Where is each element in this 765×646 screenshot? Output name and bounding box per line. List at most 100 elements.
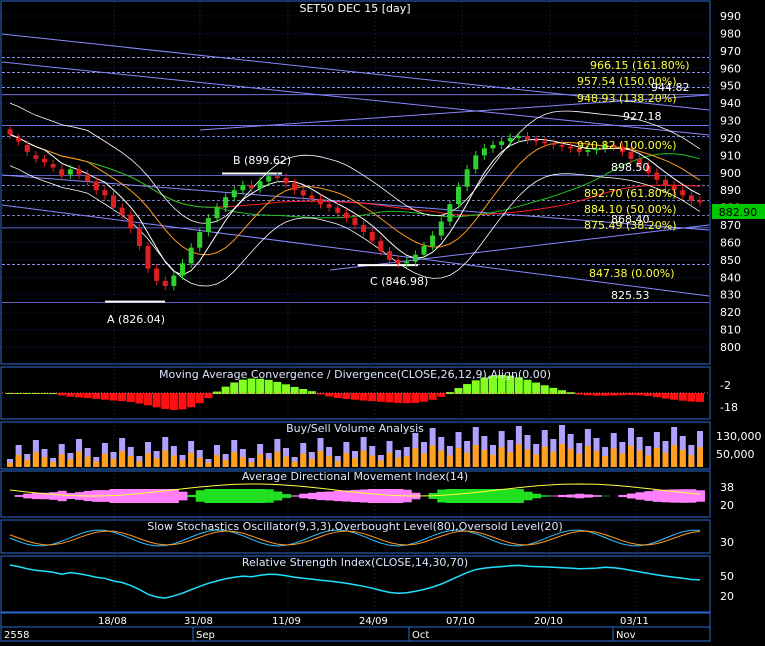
volume-bar-buy: [33, 452, 39, 467]
candle-body: [353, 218, 358, 225]
volume-bar-buy: [611, 448, 617, 467]
volume-bar-buy: [654, 448, 660, 467]
macd-bar: [636, 393, 644, 395]
volume-bar-buy: [421, 453, 427, 467]
volume-bar-buy: [645, 455, 651, 467]
adx-bar: [325, 492, 334, 501]
adx-bar: [437, 490, 446, 503]
candle-body: [542, 141, 547, 143]
y-tick-label: 980: [720, 27, 741, 40]
volume-bar-buy: [292, 462, 298, 468]
volume-bar-buy: [473, 445, 479, 467]
adx-bar: [627, 494, 636, 499]
volume-bar-buy: [456, 448, 462, 467]
volume-bar-buy: [507, 452, 513, 467]
candle-body: [128, 215, 133, 229]
candle-body: [42, 159, 47, 162]
fib-label-0: 847.38 (0.00%): [589, 267, 675, 280]
volume-bar-buy: [93, 462, 99, 468]
macd-bar: [532, 383, 540, 394]
level-label-927: 927.18: [623, 110, 662, 123]
y-tick-label: 870: [720, 219, 741, 232]
adx-bar: [368, 489, 377, 503]
x-tick-label: 20/10: [534, 616, 563, 627]
macd-bar: [187, 393, 195, 407]
adx-bar: [265, 489, 274, 503]
volume-bar-buy: [318, 451, 324, 467]
candle-body: [8, 129, 13, 134]
adx-bar: [170, 489, 179, 503]
macd-bar: [342, 393, 350, 399]
macd-bar: [429, 393, 437, 400]
volume-tick-1: 130,000: [716, 430, 762, 443]
volume-bar-buy: [188, 453, 194, 467]
macd-bar: [437, 393, 445, 397]
volume-bar-buy: [525, 449, 531, 467]
macd-bar: [351, 393, 359, 400]
candle-body: [654, 173, 659, 180]
level-label-898: 898.50: [611, 161, 650, 174]
volume-bar-buy: [369, 455, 375, 467]
x-tick-label: 31/08: [184, 616, 213, 627]
volume-bar-buy: [412, 448, 418, 467]
adx-bar: [584, 494, 593, 497]
volume-bar-buy: [697, 447, 703, 467]
candle-body: [206, 218, 211, 232]
macd-bar: [299, 389, 307, 394]
adx-bar: [179, 492, 188, 501]
macd-bar: [472, 380, 480, 394]
volume-bar-buy: [171, 455, 177, 467]
adx-bar: [446, 489, 455, 503]
candle-body: [482, 148, 487, 155]
adx-bar: [515, 489, 524, 503]
volume-bar-buy: [162, 451, 168, 468]
level-label-944: 944.82: [651, 81, 690, 94]
y-tick-label: 840: [720, 271, 741, 284]
level-label-825: 825.53: [611, 289, 650, 302]
volume-bar-buy: [50, 462, 56, 467]
adx-bar: [273, 492, 282, 501]
candle-body: [137, 229, 142, 246]
macd-bar: [644, 393, 652, 396]
adx-bar: [498, 489, 507, 503]
pivot-c-label: C (846.98): [370, 275, 428, 288]
volume-bar-buy: [404, 456, 410, 467]
volume-bar-buy: [300, 454, 306, 467]
adx-bar: [222, 489, 231, 503]
adx-bar: [687, 489, 696, 502]
y-tick-label: 910: [720, 149, 741, 162]
macd-bar: [118, 393, 126, 401]
candle-body: [551, 143, 556, 145]
candle-body: [197, 232, 202, 248]
volume-bar-buy: [59, 454, 65, 467]
macd-bar: [230, 382, 238, 394]
macd-bar: [153, 393, 161, 407]
candle-body: [16, 138, 21, 141]
macd-bar: [549, 388, 557, 394]
volume-bar-buy: [499, 447, 505, 467]
candle-body: [25, 145, 30, 152]
adx-tick-1: 38: [720, 481, 734, 494]
adx-bar: [317, 492, 326, 500]
adx-bar: [256, 489, 265, 503]
adx-bar: [230, 489, 239, 503]
volume-bar-buy: [663, 453, 669, 467]
y-tick-label: 960: [720, 62, 741, 75]
macd-bar: [170, 393, 178, 410]
candle-body: [171, 276, 176, 286]
candle-body: [85, 175, 90, 182]
candle-body: [344, 213, 349, 218]
adx-bar: [144, 489, 153, 503]
macd-tick-2: -18: [720, 401, 738, 414]
macd-bar: [66, 393, 74, 397]
candle-body: [154, 269, 159, 281]
adx-bar: [196, 490, 205, 502]
volume-bar-buy: [559, 444, 565, 467]
candle-body: [508, 138, 513, 141]
volume-bar-buy: [76, 452, 82, 467]
macd-bar: [403, 393, 411, 403]
candle-body: [560, 145, 565, 147]
macd-bar: [420, 393, 428, 402]
candle-body: [404, 262, 409, 264]
volume-title: Buy/Sell Volume Analysis: [286, 422, 424, 435]
